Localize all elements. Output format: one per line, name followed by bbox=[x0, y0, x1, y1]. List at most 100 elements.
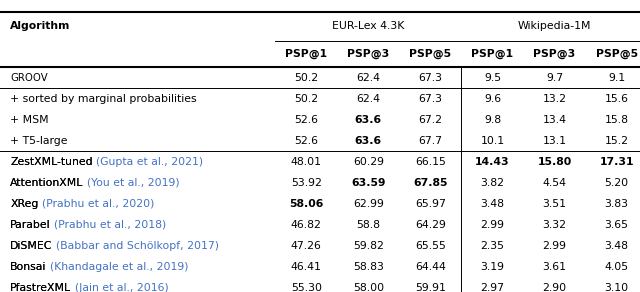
Text: 67.3: 67.3 bbox=[419, 73, 442, 83]
Text: XReg: XReg bbox=[10, 199, 38, 209]
Text: + sorted by marginal probabilities: + sorted by marginal probabilities bbox=[10, 94, 197, 104]
Text: 60.29: 60.29 bbox=[353, 157, 384, 167]
Text: Algorithm: Algorithm bbox=[10, 21, 70, 31]
Text: 3.48: 3.48 bbox=[605, 241, 628, 251]
Text: 65.55: 65.55 bbox=[415, 241, 446, 251]
Text: 55.30: 55.30 bbox=[291, 283, 322, 292]
Text: 67.2: 67.2 bbox=[419, 115, 442, 125]
Text: (Prabhu et al., 2020): (Prabhu et al., 2020) bbox=[42, 199, 154, 209]
Text: + T5-large: + T5-large bbox=[10, 136, 68, 146]
Text: Parabel: Parabel bbox=[10, 220, 51, 230]
Text: 46.41: 46.41 bbox=[291, 262, 322, 272]
Text: 59.82: 59.82 bbox=[353, 241, 384, 251]
Text: EUR-Lex 4.3K: EUR-Lex 4.3K bbox=[332, 21, 404, 31]
Text: AttentionXML: AttentionXML bbox=[10, 178, 84, 188]
Text: 13.1: 13.1 bbox=[543, 136, 566, 146]
Text: DiSMEC: DiSMEC bbox=[10, 241, 52, 251]
Text: 58.00: 58.00 bbox=[353, 283, 384, 292]
Text: 62.4: 62.4 bbox=[356, 73, 380, 83]
Text: 4.05: 4.05 bbox=[605, 262, 628, 272]
Text: 2.97: 2.97 bbox=[481, 283, 504, 292]
Text: 63.59: 63.59 bbox=[351, 178, 385, 188]
Text: Parabel: Parabel bbox=[10, 220, 51, 230]
Text: (You et al., 2019): (You et al., 2019) bbox=[87, 178, 180, 188]
Text: (Prabhu et al., 2018): (Prabhu et al., 2018) bbox=[54, 220, 166, 230]
Text: PSP@5: PSP@5 bbox=[596, 49, 637, 59]
Text: 3.61: 3.61 bbox=[543, 262, 566, 272]
Text: ZestXML-tuned: ZestXML-tuned bbox=[10, 157, 93, 167]
Text: PSP@3: PSP@3 bbox=[347, 49, 390, 59]
Text: 53.92: 53.92 bbox=[291, 178, 322, 188]
Text: 62.4: 62.4 bbox=[356, 94, 380, 104]
Text: Bonsai: Bonsai bbox=[10, 262, 47, 272]
Text: 65.97: 65.97 bbox=[415, 199, 446, 209]
Text: 3.19: 3.19 bbox=[481, 262, 504, 272]
Text: 63.6: 63.6 bbox=[355, 115, 382, 125]
Text: 17.31: 17.31 bbox=[600, 157, 634, 167]
Text: 63.6: 63.6 bbox=[355, 136, 382, 146]
Text: 9.1: 9.1 bbox=[608, 73, 625, 83]
Text: 59.91: 59.91 bbox=[415, 283, 446, 292]
Text: 3.82: 3.82 bbox=[481, 178, 504, 188]
Text: 5.20: 5.20 bbox=[605, 178, 628, 188]
Text: (Jain et al., 2016): (Jain et al., 2016) bbox=[75, 283, 168, 292]
Text: 15.6: 15.6 bbox=[605, 94, 628, 104]
Text: 10.1: 10.1 bbox=[481, 136, 504, 146]
Text: 67.7: 67.7 bbox=[419, 136, 442, 146]
Text: PSP@5: PSP@5 bbox=[410, 49, 451, 59]
Text: 50.2: 50.2 bbox=[294, 94, 318, 104]
Text: 9.7: 9.7 bbox=[546, 73, 563, 83]
Text: 58.83: 58.83 bbox=[353, 262, 384, 272]
Text: 2.99: 2.99 bbox=[481, 220, 504, 230]
Text: 14.43: 14.43 bbox=[475, 157, 510, 167]
Text: Wikipedia-1M: Wikipedia-1M bbox=[518, 21, 591, 31]
Text: 58.06: 58.06 bbox=[289, 199, 323, 209]
Text: PSP@1: PSP@1 bbox=[472, 49, 513, 59]
Text: 2.90: 2.90 bbox=[543, 283, 566, 292]
Text: + MSM: + MSM bbox=[10, 115, 49, 125]
Text: 46.82: 46.82 bbox=[291, 220, 322, 230]
Text: PfastreXML: PfastreXML bbox=[10, 283, 72, 292]
Text: 9.8: 9.8 bbox=[484, 115, 501, 125]
Text: 15.8: 15.8 bbox=[605, 115, 628, 125]
Text: 47.26: 47.26 bbox=[291, 241, 322, 251]
Text: 3.51: 3.51 bbox=[543, 199, 566, 209]
Text: ZestXML-tuned: ZestXML-tuned bbox=[10, 157, 93, 167]
Text: 64.44: 64.44 bbox=[415, 262, 446, 272]
Text: 13.4: 13.4 bbox=[543, 115, 566, 125]
Text: Bonsai: Bonsai bbox=[10, 262, 47, 272]
Text: XReg: XReg bbox=[10, 199, 38, 209]
Text: 58.8: 58.8 bbox=[356, 220, 380, 230]
Text: 2.35: 2.35 bbox=[481, 241, 504, 251]
Text: 9.6: 9.6 bbox=[484, 94, 501, 104]
Text: 48.01: 48.01 bbox=[291, 157, 322, 167]
Text: (Khandagale et al., 2019): (Khandagale et al., 2019) bbox=[50, 262, 189, 272]
Text: 3.10: 3.10 bbox=[605, 283, 628, 292]
Text: 67.3: 67.3 bbox=[419, 94, 442, 104]
Text: 3.48: 3.48 bbox=[481, 199, 504, 209]
Text: 50.2: 50.2 bbox=[294, 73, 318, 83]
Text: (Babbar and Schölkopf, 2017): (Babbar and Schölkopf, 2017) bbox=[56, 241, 219, 251]
Text: PSP@1: PSP@1 bbox=[285, 49, 327, 59]
Text: 52.6: 52.6 bbox=[294, 115, 318, 125]
Text: 66.15: 66.15 bbox=[415, 157, 446, 167]
Text: 13.2: 13.2 bbox=[543, 94, 566, 104]
Text: 9.5: 9.5 bbox=[484, 73, 501, 83]
Text: GROOV: GROOV bbox=[10, 73, 48, 83]
Text: DiSMEC: DiSMEC bbox=[10, 241, 52, 251]
Text: (Gupta et al., 2021): (Gupta et al., 2021) bbox=[97, 157, 204, 167]
Text: 4.54: 4.54 bbox=[543, 178, 566, 188]
Text: PSP@3: PSP@3 bbox=[533, 49, 576, 59]
Text: 67.85: 67.85 bbox=[413, 178, 447, 188]
Text: PfastreXML: PfastreXML bbox=[10, 283, 72, 292]
Text: 15.80: 15.80 bbox=[538, 157, 572, 167]
Text: 15.2: 15.2 bbox=[605, 136, 628, 146]
Text: AttentionXML: AttentionXML bbox=[10, 178, 84, 188]
Text: 3.32: 3.32 bbox=[543, 220, 566, 230]
Text: 3.65: 3.65 bbox=[605, 220, 628, 230]
Text: 3.83: 3.83 bbox=[605, 199, 628, 209]
Text: 62.99: 62.99 bbox=[353, 199, 384, 209]
Text: 64.29: 64.29 bbox=[415, 220, 446, 230]
Text: 2.99: 2.99 bbox=[543, 241, 566, 251]
Text: 52.6: 52.6 bbox=[294, 136, 318, 146]
